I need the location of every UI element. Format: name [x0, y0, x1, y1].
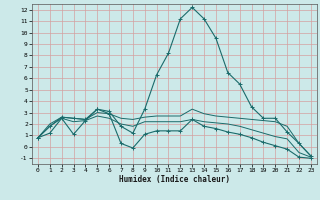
X-axis label: Humidex (Indice chaleur): Humidex (Indice chaleur)	[119, 175, 230, 184]
